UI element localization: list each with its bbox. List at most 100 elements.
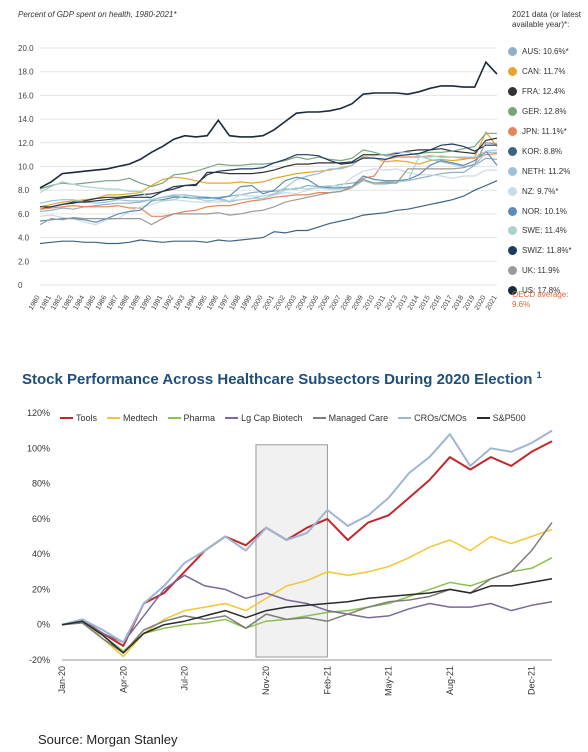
chart1-y-tick-label: 16.0 xyxy=(18,91,34,100)
chart2-legend-item: Medtech xyxy=(107,413,158,423)
chart2-legend-item: S&P500 xyxy=(476,413,526,423)
chart2-series-line xyxy=(61,574,553,644)
chart1-series-line xyxy=(39,60,498,189)
chart2-y-tick-label: 60% xyxy=(32,514,50,524)
chart1-series-line xyxy=(39,149,498,203)
chart1-legend: AUS: 10.6%* CAN: 11.7% FRA: 12.4% GER: 12.8… xyxy=(508,42,588,301)
chart1-legend-item: AUS: 10.6%* xyxy=(508,42,588,62)
chart1-legend-item: NOR: 10.1% xyxy=(508,201,588,221)
election-period-highlight xyxy=(255,444,328,658)
chart1-plot: 02.04.06.08.010.012.014.016.018.020.0198… xyxy=(18,44,499,311)
chart2-y-tick-label: 0% xyxy=(37,620,50,630)
chart1-y-tick-label: 20.0 xyxy=(18,44,34,53)
chart1-title: Percent of GDP spent on health, 1980-202… xyxy=(18,10,177,19)
chart1-legend-item: NZ: 9.7%* xyxy=(508,181,588,201)
chart2-legend-swatch xyxy=(398,417,412,419)
chart1-legend-label: FRA: 12.4% xyxy=(522,87,566,97)
chart1-legend-item: CAN: 11.7% xyxy=(508,62,588,82)
chart1-legend-label: GER: 12.8% xyxy=(522,107,567,117)
chart1-legend-label: UK: 11.9% xyxy=(522,266,560,276)
chart1-y-tick-label: 4.0 xyxy=(18,234,30,243)
chart1-legend-swatch xyxy=(508,107,517,117)
chart2-legend-item: Lg Cap Biotech xyxy=(225,413,303,423)
oecd-average-note: OECD average: 9.6% xyxy=(512,290,569,309)
chart1-legend-item: KOR: 8.8% xyxy=(508,141,588,161)
chart1-y-tick-label: 10.0 xyxy=(18,163,34,172)
chart1-series-line xyxy=(39,137,498,210)
chart2-series-line xyxy=(61,429,553,644)
chart2-title-text: Stock Performance Across Healthcare Subs… xyxy=(22,371,533,388)
chart1-legend-swatch xyxy=(508,226,517,236)
chart1-series-line xyxy=(39,142,498,226)
chart2-legend-item: Tools xyxy=(60,413,97,423)
chart1-legend-item: JPN: 11.1%* xyxy=(508,122,588,142)
chart2-y-tick-label: 20% xyxy=(32,584,50,594)
chart2-x-tick-label: Apr-20 xyxy=(118,666,128,693)
chart1-y-tick-label: 8.0 xyxy=(18,186,30,195)
chart2-legend-swatch xyxy=(60,417,73,419)
chart1-series-line xyxy=(40,143,497,208)
chart1-legend-item: US: 17.8% xyxy=(508,281,588,301)
chart2-x-tick-label: Aug-21 xyxy=(445,666,455,695)
chart2-legend: Tools Medtech Pharma Lg Cap Biotech Managed … xyxy=(60,413,526,423)
chart1-y-tick-label: 14.0 xyxy=(18,115,34,124)
chart2-plot: -20% 0% 20% 40% 60% 80% 100% 120% Jan-20 Apr-20 Ju… xyxy=(27,408,553,696)
chart2-legend-label: Pharma xyxy=(183,413,216,423)
chart2-legend-item: CROs/CMOs xyxy=(398,413,467,423)
chart2-y-tick-label: 80% xyxy=(32,479,50,489)
chart1-legend-label: NOR: 10.1% xyxy=(522,206,567,216)
chart2-legend-label: S&P500 xyxy=(492,413,526,423)
source-note: Source: Morgan Stanley xyxy=(38,732,178,747)
chart1-legend-label: US: 17.8% xyxy=(522,286,561,296)
chart1-legend-label: SWIZ: 11.8%* xyxy=(522,246,572,256)
chart1-y-tick-label: 18.0 xyxy=(18,68,34,77)
chart1-legend-item: GER: 12.8% xyxy=(508,102,588,122)
chart2-y-tick-label: 40% xyxy=(32,549,50,559)
chart1-legend-swatch xyxy=(508,127,517,136)
chart2-legend-swatch xyxy=(167,417,181,419)
chart2-x-tick-label: Dec-21 xyxy=(527,666,537,695)
chart2-x-tick-label: Nov-20 xyxy=(261,666,271,695)
chart1-legend-label: CAN: 11.7% xyxy=(522,67,566,77)
chart1-series-line xyxy=(39,150,498,223)
chart2-x-tick-label: Jan-20 xyxy=(57,666,67,694)
chart2-x-tick-label: Jul-20 xyxy=(180,666,190,691)
chart1-legend-swatch xyxy=(508,246,517,256)
chart1-legend-swatch xyxy=(508,286,517,296)
chart1-legend-label: KOR: 8.8% xyxy=(522,146,563,156)
chart1-legend-item: SWIZ: 11.8%* xyxy=(508,241,588,261)
chart1-legend-item: NETH: 11.2% xyxy=(508,161,588,181)
chart1-legend-label: NETH: 11.2% xyxy=(522,166,571,176)
chart2-legend-item: Managed Care xyxy=(312,413,389,423)
chart1-legend-swatch xyxy=(508,166,517,176)
chart1-y-tick-label: 12.0 xyxy=(18,139,34,148)
chart1-legend-swatch xyxy=(508,47,517,57)
chart1-legend-item: FRA: 12.4% xyxy=(508,82,588,102)
chart1-y-tick-label: 6.0 xyxy=(18,210,30,219)
chart1-legend-swatch xyxy=(508,67,517,77)
chart1-legend-label: NZ: 9.7%* xyxy=(522,186,559,196)
chart1-legend-label: AUS: 10.6%* xyxy=(522,47,569,57)
chart1-legend-label: JPN: 11.1%* xyxy=(522,127,567,136)
chart1-series-line xyxy=(39,180,498,245)
chart2-legend-label: Tools xyxy=(76,413,98,423)
chart2-legend-label: Lg Cap Biotech xyxy=(241,413,303,423)
chart1-legend-swatch xyxy=(508,87,517,97)
stock-performance-chart: Stock Performance Across Healthcare Subs… xyxy=(0,355,588,720)
chart1-legend-label: SWE: 11.4% xyxy=(522,226,567,236)
chart1-legend-swatch xyxy=(508,266,517,276)
chart2-x-tick-label: May-21 xyxy=(384,666,394,696)
chart2-legend-swatch xyxy=(476,417,490,419)
chart1-y-tick-label: 0 xyxy=(18,281,23,290)
chart2-legend-swatch xyxy=(107,417,121,419)
chart2-legend-label: Managed Care xyxy=(328,413,389,423)
chart2-y-tick-label: 120% xyxy=(27,408,50,418)
chart1-legend-swatch xyxy=(508,206,517,216)
chart2-legend-swatch xyxy=(312,417,326,419)
chart2-legend-label: Medtech xyxy=(123,413,158,423)
chart1-series-line xyxy=(39,130,498,208)
chart2-title: Stock Performance Across Healthcare Subs… xyxy=(22,367,542,388)
chart1-legend-item: UK: 11.9% xyxy=(508,261,588,281)
chart2-x-tick-label: Feb-21 xyxy=(322,666,332,695)
chart2-legend-label: CROs/CMOs xyxy=(414,413,467,423)
